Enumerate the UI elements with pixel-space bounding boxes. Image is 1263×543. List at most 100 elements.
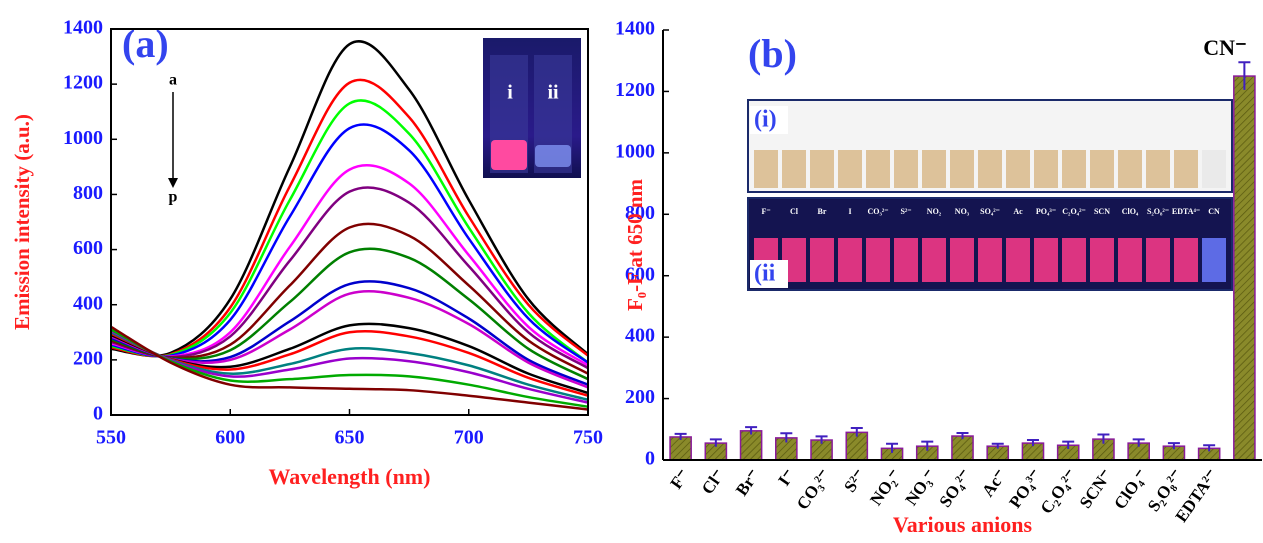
well-label: S²⁻ (900, 207, 911, 216)
curve (111, 186, 588, 370)
inset-label: i (507, 82, 513, 104)
vial (1090, 150, 1114, 188)
well-label: S₂O₈²⁻ (1147, 207, 1169, 216)
curve (111, 247, 588, 381)
vial (950, 238, 974, 282)
vial (950, 150, 974, 188)
y-tick-label: 1000 (615, 140, 655, 162)
y-tick-label: 0 (93, 403, 103, 425)
x-tick-label: CO₃²⁻ (793, 466, 834, 514)
error-bar (956, 431, 969, 440)
bar (1233, 75, 1256, 461)
y-tick-label: 1400 (63, 17, 103, 39)
error-bar (991, 442, 1004, 449)
x-tick-label: NO₃⁻ (901, 466, 939, 509)
vial (1174, 150, 1198, 188)
curve (111, 290, 588, 389)
x-tick-label: SO₄²⁻ (935, 466, 975, 511)
vial (810, 238, 834, 282)
vial (1006, 238, 1030, 282)
curve (111, 328, 588, 408)
x-tick-label: NO₂⁻ (866, 466, 904, 509)
well-label: NO₃ (955, 207, 970, 216)
error-bar (1026, 439, 1039, 447)
well-label: NO₂ (927, 207, 942, 216)
error-bar (921, 440, 934, 451)
vial (1034, 238, 1058, 282)
error-bar (850, 427, 863, 437)
x-tick-label: F⁻ (666, 466, 693, 493)
error-bar (815, 435, 828, 444)
error-bar (886, 442, 899, 453)
well-label: Ac (1013, 207, 1023, 216)
well-label: Cl (790, 207, 799, 216)
vial (922, 150, 946, 188)
well-label: F⁻ (761, 207, 770, 216)
vial (1062, 150, 1086, 188)
vial (1034, 150, 1058, 188)
error-bar (1097, 433, 1110, 444)
y-tick-label: 800 (73, 182, 103, 204)
label-box (750, 106, 788, 134)
error-bar (709, 438, 722, 447)
x-tick-label: Ac⁻ (978, 466, 1010, 501)
vial (894, 238, 918, 282)
vial (866, 150, 890, 188)
well-label: I (848, 207, 851, 216)
annotation: p (169, 189, 178, 206)
well-label: ClO₄ (1122, 207, 1139, 216)
well-label: PO₄³⁻ (1036, 207, 1056, 216)
well-label: CN (1208, 207, 1220, 216)
curve (111, 78, 588, 358)
vial (1174, 238, 1198, 282)
vial (978, 150, 1002, 188)
vial (922, 238, 946, 282)
vial (1062, 238, 1086, 282)
curve (111, 222, 588, 375)
x-tick-label: 600 (215, 427, 245, 449)
well-label: SCN (1094, 207, 1110, 216)
vial (866, 238, 890, 282)
x-axis-label: Various anions (893, 512, 1033, 537)
inset-label: (i) (754, 107, 777, 133)
curve (111, 164, 588, 367)
error-bar (1132, 438, 1145, 447)
panel-label: (b) (748, 31, 797, 76)
inset-label: (ii (754, 261, 776, 287)
x-tick-label: S²⁻ (840, 466, 869, 496)
error-bar (1062, 440, 1075, 449)
vial (838, 150, 862, 188)
annotation: CN⁻ (1203, 35, 1246, 60)
error-bar (1203, 444, 1216, 452)
x-tick-label: C₂O₄²⁻ (1037, 466, 1081, 518)
y-tick-label: 200 (73, 347, 103, 369)
curve (111, 123, 588, 364)
y-tick-label: 1200 (63, 72, 103, 94)
vial (978, 238, 1002, 282)
vial (1118, 150, 1142, 188)
error-bar (1238, 61, 1251, 90)
label-box (750, 260, 788, 288)
bar (739, 430, 763, 461)
y-tick-label: 1000 (63, 127, 103, 149)
x-tick-label: 650 (335, 427, 365, 449)
vial (1118, 238, 1142, 282)
curve (111, 40, 588, 358)
y-axis-label: Emission intensity (a.u.) (10, 114, 34, 330)
well-label: Br (818, 207, 827, 216)
vial (894, 150, 918, 188)
well-label: CO₃²⁻ (867, 207, 888, 216)
inset-label: ii (547, 82, 559, 104)
x-tick-label: 750 (573, 427, 603, 449)
error-bar (674, 432, 687, 441)
vial-glow (535, 145, 571, 167)
bar (951, 435, 974, 461)
plot-frame (110, 28, 589, 416)
x-tick-label: Cl⁻ (698, 466, 728, 498)
x-axis-label: Wavelength (nm) (269, 464, 431, 489)
x-tick-label: Br⁻ (732, 466, 764, 500)
x-tick-label: 700 (454, 427, 484, 449)
error-bar (780, 432, 793, 443)
curve (111, 99, 588, 364)
